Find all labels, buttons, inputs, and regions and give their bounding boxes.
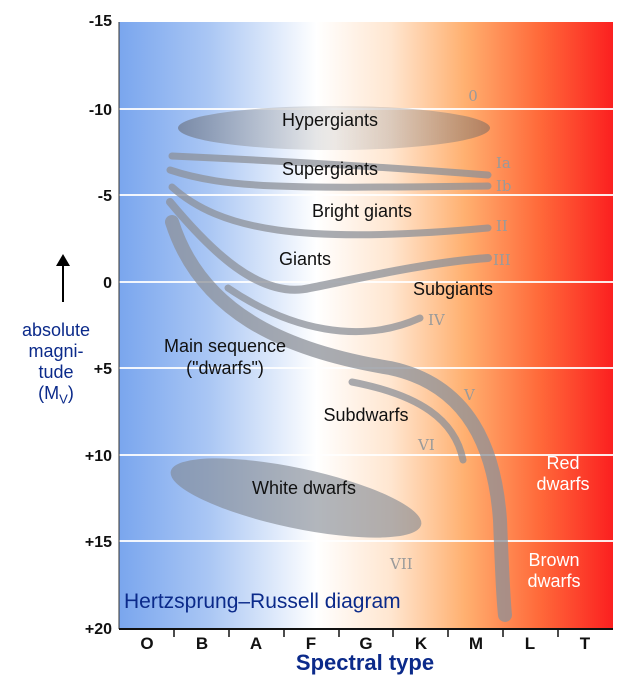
y-axis-label-subscript: V xyxy=(59,391,68,407)
class-v: V xyxy=(463,386,476,404)
y-tick-label: +5 xyxy=(94,361,112,378)
x-tick-label: L xyxy=(525,634,535,653)
y-tick-label: +20 xyxy=(85,621,112,638)
y-axis-label-line3: tude xyxy=(38,362,74,382)
supergiants-ia-band xyxy=(168,152,492,179)
class-ib: Ib xyxy=(496,177,512,195)
y-axis-label-close: ) xyxy=(67,383,74,403)
class-ia: Ia xyxy=(496,154,511,172)
x-tick-label: A xyxy=(250,634,262,653)
label-main-sequence: Main sequence xyxy=(164,336,286,356)
class-iv: IV xyxy=(428,311,446,329)
subgiants-band xyxy=(224,284,424,336)
label-hypergiants: Hypergiants xyxy=(282,110,378,130)
y-axis-label-mv: (M xyxy=(38,383,60,403)
diagram-title: Hertzsprung–Russell diagram xyxy=(124,590,401,613)
class-ii: II xyxy=(496,217,508,235)
x-tick-label: G xyxy=(359,634,372,653)
subdwarfs-band xyxy=(348,378,467,464)
class-vii: VII xyxy=(389,555,413,573)
up-arrow-icon xyxy=(56,254,70,302)
x-tick-label: B xyxy=(196,634,208,653)
label-main-sequence-dwarfs: ("dwarfs") xyxy=(186,358,264,378)
y-tick-label: -10 xyxy=(89,102,112,119)
class-vi: VI xyxy=(417,436,435,454)
label-giants: Giants xyxy=(279,249,331,269)
class-iii: III xyxy=(493,251,511,269)
supergiants-ib-band xyxy=(166,166,492,191)
label-brown-dwarfs-1: Brown xyxy=(528,550,579,570)
class-0: 0 xyxy=(468,87,478,105)
label-red-dwarfs-1: Red xyxy=(546,453,579,473)
y-tick-label: +10 xyxy=(85,448,112,465)
bright-giants-band xyxy=(168,183,492,239)
y-tick-label: -5 xyxy=(98,188,112,205)
label-supergiants: Supergiants xyxy=(282,159,378,179)
y-tick-label: -15 xyxy=(89,13,112,30)
y-tick-label: 0 xyxy=(103,275,112,292)
x-tick-label: F xyxy=(306,634,316,653)
giants-band xyxy=(166,198,492,294)
label-subdwarfs: Subdwarfs xyxy=(323,405,408,425)
label-white-dwarfs: White dwarfs xyxy=(252,478,356,498)
hypergiants-band xyxy=(178,106,490,150)
x-tick-label: O xyxy=(140,634,153,653)
x-tick-label: K xyxy=(415,634,428,653)
y-axis-label: absolute magni- tude (MV) xyxy=(0,320,112,410)
y-axis-label-line1: absolute xyxy=(21,320,91,340)
y-ticks: -15 -10 -5 0 +5 +10 +15 +20 xyxy=(85,13,112,638)
x-tick-label: T xyxy=(580,634,591,653)
label-red-dwarfs-2: dwarfs xyxy=(536,474,589,494)
label-subgiants: Subgiants xyxy=(413,279,493,299)
y-axis-label-line4: (MV) xyxy=(0,383,112,410)
main-sequence-band xyxy=(165,215,512,622)
y-tick-label: +15 xyxy=(85,534,112,551)
y-axis-label-line2: magni- xyxy=(28,341,84,361)
white-dwarfs-band xyxy=(170,458,422,538)
x-tick-marks xyxy=(173,629,559,637)
x-ticks: O B A F G K M L T xyxy=(140,634,590,653)
luminosity-bands xyxy=(165,152,512,622)
label-bright-giants: Bright giants xyxy=(312,201,412,221)
label-brown-dwarfs-2: dwarfs xyxy=(527,571,580,591)
x-axis-title: Spectral type xyxy=(296,650,434,675)
x-tick-label: M xyxy=(469,634,483,653)
